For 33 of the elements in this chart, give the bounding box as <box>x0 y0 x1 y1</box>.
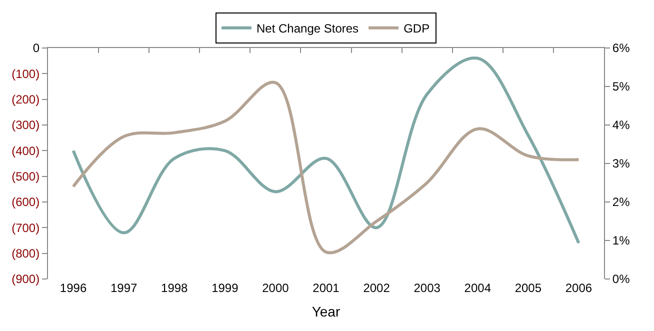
x-tick-label: 2001 <box>312 281 340 295</box>
x-tick-label: 2000 <box>262 281 290 295</box>
y2-tick-label: 6% <box>612 41 630 56</box>
y-tick-label: (800) <box>12 246 40 261</box>
y-tick-label: 0 <box>32 41 40 56</box>
y2-tick-label: 1% <box>612 234 630 248</box>
y-tick-label: (900) <box>12 272 40 286</box>
x-tick-label: 1999 <box>212 281 239 295</box>
y-tick-label: (400) <box>12 144 40 158</box>
legend-label: GDP <box>404 22 430 36</box>
x-tick-label: 2006 <box>565 281 592 295</box>
y2-tick-label: 2% <box>612 195 630 210</box>
x-tick-label: 2005 <box>514 281 542 295</box>
y-tick-label: (600) <box>12 195 40 210</box>
x-tick-label: 1997 <box>110 281 138 295</box>
legend-label: Net Change Stores <box>256 22 359 36</box>
line-series <box>72 80 580 254</box>
line-series <box>72 56 580 245</box>
y2-tick-label: 5% <box>612 80 630 94</box>
x-tick-label: 2004 <box>464 281 492 295</box>
y2-tick-label: 4% <box>612 118 630 132</box>
y2-tick-label: 3% <box>612 156 630 171</box>
y-tick-label: (200) <box>12 92 40 107</box>
x-tick-label: 1996 <box>60 281 87 295</box>
x-axis-title: Year <box>312 303 340 320</box>
y-tick-label: (100) <box>12 66 40 81</box>
y-tick-label: (500) <box>12 170 40 184</box>
y-tick-label: (700) <box>12 220 40 235</box>
x-tick-label: 2002 <box>363 281 390 295</box>
y2-tick-label: 0% <box>612 272 630 286</box>
x-tick-label: 1998 <box>161 281 188 295</box>
x-tick-label: 2003 <box>414 281 441 295</box>
y-tick-label: (300) <box>12 118 40 132</box>
